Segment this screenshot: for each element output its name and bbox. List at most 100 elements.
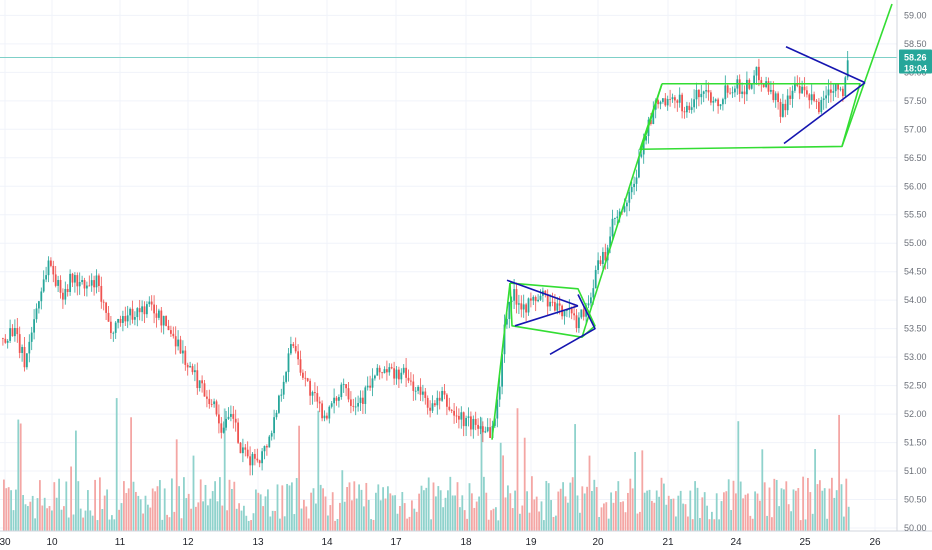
volume-bar bbox=[771, 517, 773, 531]
volume-bar bbox=[785, 481, 788, 531]
candle-body bbox=[167, 325, 170, 331]
candle-body bbox=[9, 328, 11, 341]
candle-body bbox=[650, 119, 652, 124]
candle-body bbox=[525, 304, 527, 313]
volume-bar bbox=[499, 442, 502, 531]
candle-body bbox=[479, 426, 482, 429]
y-tick-label: 50.00 bbox=[904, 523, 927, 533]
candle-body bbox=[131, 308, 134, 320]
volume-bar bbox=[252, 513, 255, 531]
candle-body bbox=[285, 372, 287, 382]
candle-body bbox=[102, 301, 105, 303]
volume-bar bbox=[761, 449, 764, 531]
candle-body bbox=[777, 93, 779, 103]
candle-body bbox=[299, 359, 302, 373]
volume-bar bbox=[442, 507, 444, 531]
volume-bar bbox=[185, 498, 188, 531]
green-pattern-line[interactable] bbox=[841, 3, 893, 147]
candle-body bbox=[443, 390, 446, 395]
volume-bar bbox=[108, 519, 111, 531]
volume-bar bbox=[48, 506, 51, 531]
volume-bar bbox=[29, 501, 32, 531]
candle-body bbox=[597, 260, 599, 270]
candle-body bbox=[810, 94, 813, 101]
candle-body bbox=[537, 299, 539, 302]
candle-body bbox=[330, 403, 333, 407]
candle-body bbox=[83, 280, 86, 289]
volume-bar bbox=[535, 496, 538, 531]
candle-body bbox=[575, 315, 578, 329]
volume-bar bbox=[586, 486, 588, 531]
volume-bar bbox=[749, 515, 752, 531]
blue-pattern-line[interactable] bbox=[785, 45, 866, 84]
volume-bar bbox=[125, 493, 128, 531]
candle-body bbox=[683, 111, 686, 113]
blue-pattern-line[interactable] bbox=[783, 81, 866, 145]
candle-body bbox=[467, 416, 470, 418]
green-pattern-line[interactable] bbox=[639, 82, 861, 151]
volume-bar bbox=[154, 491, 156, 531]
volume-bar bbox=[358, 484, 360, 531]
candle-body bbox=[690, 107, 693, 110]
candle-body bbox=[438, 397, 441, 401]
volume-bar bbox=[245, 515, 248, 531]
candle-body bbox=[705, 90, 707, 92]
candle-body bbox=[820, 99, 823, 113]
candle-body bbox=[678, 94, 681, 103]
volume-bar bbox=[43, 497, 46, 531]
volume-bar bbox=[663, 483, 665, 531]
candle-body bbox=[465, 417, 467, 427]
volume-bar bbox=[418, 493, 420, 531]
volume-bar bbox=[826, 518, 828, 531]
candle-body bbox=[155, 313, 158, 318]
candle-body bbox=[374, 375, 376, 379]
volume-bar bbox=[327, 515, 329, 531]
candle-body bbox=[580, 309, 583, 318]
y-tick-label: 55.50 bbox=[904, 210, 927, 220]
candle-body bbox=[844, 77, 847, 97]
volume-bar bbox=[175, 439, 178, 531]
candle-body bbox=[407, 377, 410, 381]
volume-bar bbox=[399, 505, 401, 531]
candle-body bbox=[95, 275, 98, 288]
volume-bar bbox=[295, 478, 298, 531]
candle-body bbox=[544, 290, 547, 295]
candle-body bbox=[146, 304, 148, 315]
volume-bar bbox=[207, 505, 209, 531]
blue-pattern-line[interactable] bbox=[514, 305, 579, 327]
volume-bar bbox=[744, 494, 747, 531]
candle-body bbox=[340, 384, 343, 398]
candle-body bbox=[318, 401, 321, 404]
candle-body bbox=[587, 303, 590, 306]
candle-body bbox=[556, 303, 559, 311]
candle-body bbox=[722, 99, 724, 105]
y-tick-label: 50.50 bbox=[904, 495, 927, 505]
candle-body bbox=[395, 369, 398, 379]
candle-body bbox=[213, 401, 215, 405]
candle-body bbox=[633, 183, 635, 188]
volume-bar bbox=[269, 516, 272, 531]
volume-bar bbox=[149, 507, 152, 531]
candle-body bbox=[770, 89, 772, 92]
candle-body bbox=[450, 409, 453, 411]
volume-bar bbox=[706, 505, 708, 531]
volume-bar bbox=[348, 482, 351, 531]
candle-body bbox=[338, 397, 340, 401]
volume-bar bbox=[283, 516, 286, 531]
volume-bar bbox=[166, 514, 168, 531]
green-pattern-line[interactable] bbox=[581, 83, 663, 338]
candle-body bbox=[726, 85, 729, 93]
blue-pattern-line[interactable] bbox=[506, 279, 579, 307]
candle-body bbox=[117, 319, 119, 323]
volume-bar bbox=[377, 484, 380, 531]
blue-pattern-line[interactable] bbox=[549, 294, 596, 355]
volume-bar bbox=[310, 492, 312, 531]
volume-bar bbox=[329, 505, 332, 531]
candle-body bbox=[42, 279, 45, 292]
candle-body bbox=[784, 103, 787, 111]
volume-bar bbox=[807, 477, 809, 531]
green-pattern-line[interactable] bbox=[491, 282, 511, 440]
volume-bar bbox=[5, 488, 8, 531]
